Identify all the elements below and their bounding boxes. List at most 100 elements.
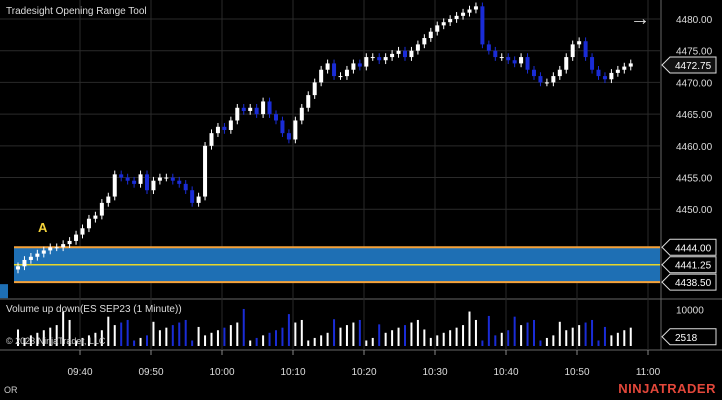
or-low-tag-text: 4438.50 bbox=[675, 278, 712, 289]
volume-bar bbox=[578, 325, 581, 346]
volume-bar bbox=[42, 330, 45, 346]
volume-bar bbox=[520, 325, 523, 346]
volume-bar bbox=[29, 335, 32, 346]
candle-body bbox=[80, 228, 85, 235]
candle-body bbox=[293, 120, 298, 140]
candle-body bbox=[396, 50, 401, 54]
volume-bar bbox=[62, 311, 65, 346]
candle-body bbox=[164, 177, 169, 179]
or-mid-tag-box bbox=[661, 256, 717, 274]
volume-bar bbox=[591, 319, 594, 346]
annotation-marker-a: A bbox=[38, 220, 48, 235]
or-high-tag: 4444.00 bbox=[661, 238, 717, 256]
or-low-tag: 4438.50 bbox=[661, 273, 717, 291]
volume-bar bbox=[436, 335, 439, 346]
candle-body bbox=[332, 63, 337, 77]
candle-body bbox=[183, 183, 188, 191]
candle-body bbox=[48, 247, 53, 251]
candle-body bbox=[609, 72, 614, 80]
volume-bar bbox=[158, 330, 161, 346]
candle-body bbox=[267, 101, 272, 115]
candle-body bbox=[628, 63, 633, 67]
candle-body bbox=[596, 69, 601, 77]
candle-body bbox=[132, 180, 137, 184]
candle-body bbox=[274, 114, 278, 121]
volume-bar bbox=[126, 319, 129, 346]
candle-body bbox=[261, 101, 266, 115]
volume-bar bbox=[333, 319, 336, 346]
candle-body bbox=[577, 41, 582, 45]
current-price-tag: 4472.75 bbox=[661, 56, 717, 74]
candle-body bbox=[74, 234, 79, 241]
volume-bar bbox=[616, 332, 619, 346]
copyright-text: © 2023 NinjaTrader, LLC bbox=[6, 336, 106, 346]
candle-body bbox=[473, 6, 478, 10]
volume-bar bbox=[365, 340, 368, 346]
candle-body bbox=[54, 247, 59, 249]
volume-bar bbox=[339, 327, 342, 346]
volume-bar bbox=[468, 311, 471, 346]
candle-body bbox=[486, 44, 491, 51]
candle-body bbox=[228, 120, 233, 130]
candle-body bbox=[409, 50, 414, 58]
volume-bar bbox=[275, 330, 277, 346]
candle-body bbox=[557, 69, 562, 77]
candle-body bbox=[467, 9, 472, 13]
candle-body bbox=[306, 95, 311, 108]
volume-bar bbox=[629, 327, 632, 346]
volume-tick-label: 10000 bbox=[676, 305, 704, 316]
candle-body bbox=[138, 174, 143, 184]
candle-body bbox=[28, 256, 33, 260]
volume-bar bbox=[545, 337, 548, 346]
volume-panel-title: Volume up down(ES SEP23 (1 Minute)) bbox=[6, 304, 182, 315]
candle-body bbox=[16, 266, 20, 270]
candle-body bbox=[493, 50, 498, 58]
volume-bar bbox=[223, 327, 226, 346]
candles: A bbox=[16, 2, 633, 274]
candle-body bbox=[532, 69, 536, 77]
volume-bar bbox=[242, 308, 245, 346]
time-tick-label: 10:40 bbox=[493, 367, 518, 378]
candle-body bbox=[615, 69, 620, 73]
candle-body bbox=[544, 82, 549, 84]
volume-bar bbox=[500, 332, 503, 346]
volume-bar bbox=[352, 322, 355, 346]
volume-bar bbox=[262, 335, 265, 346]
price-tick-label: 4450.00 bbox=[676, 205, 713, 216]
candle-body bbox=[325, 63, 330, 70]
candle-body bbox=[538, 76, 543, 83]
candle-body bbox=[280, 120, 285, 134]
volume-bar bbox=[294, 322, 297, 346]
volume-bar bbox=[416, 319, 419, 346]
volume-bar bbox=[204, 335, 207, 346]
price-tick-label: 4480.00 bbox=[676, 15, 713, 26]
volume-bar bbox=[75, 340, 78, 346]
volume-bar bbox=[442, 332, 445, 346]
time-tick-label: 09:50 bbox=[138, 367, 163, 378]
volume-bar bbox=[404, 325, 406, 346]
arrow-right-icon[interactable]: → bbox=[630, 8, 650, 30]
candle-body bbox=[235, 107, 240, 121]
candle-body bbox=[215, 126, 220, 134]
volume-bar bbox=[100, 330, 103, 346]
volume-bar bbox=[287, 314, 290, 346]
candle-body bbox=[480, 6, 485, 45]
volume-bar bbox=[603, 326, 606, 346]
volume-bar bbox=[455, 327, 458, 346]
candle-body bbox=[241, 107, 246, 111]
candle-body bbox=[86, 218, 91, 229]
volume-bar bbox=[384, 332, 387, 346]
volume-bar bbox=[326, 332, 329, 346]
candle-body bbox=[583, 41, 588, 58]
candle-body bbox=[93, 215, 98, 219]
candle-body bbox=[415, 44, 420, 51]
candle-body bbox=[403, 50, 407, 58]
time-axis: 09:40 09:50 10:00 10:10 10:20 10:30 10:40 10:50… bbox=[67, 350, 661, 378]
candle-body bbox=[370, 57, 375, 59]
price-tick-label: 4475.00 bbox=[676, 47, 713, 58]
volume-bar bbox=[513, 316, 516, 346]
candle-body bbox=[422, 38, 427, 45]
time-tick-label: 10:20 bbox=[351, 367, 376, 378]
candle-body bbox=[106, 196, 111, 203]
